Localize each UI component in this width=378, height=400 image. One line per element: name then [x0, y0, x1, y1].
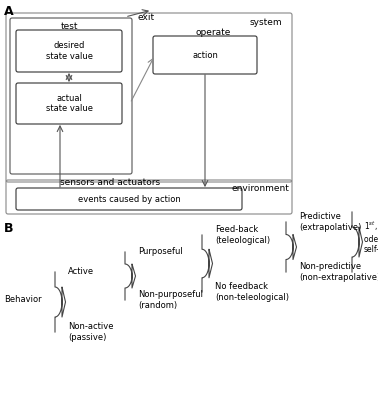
Text: B: B [4, 222, 14, 235]
Text: Behavior: Behavior [4, 296, 42, 304]
Text: No feedback
(non-teleological): No feedback (non-teleological) [215, 282, 289, 302]
Text: sensors and actuators: sensors and actuators [60, 178, 160, 187]
Text: desired
state value: desired state value [45, 41, 93, 61]
Text: Predictive
(extrapolative): Predictive (extrapolative) [299, 212, 361, 232]
Text: operate: operate [195, 28, 230, 37]
Text: A: A [4, 5, 14, 18]
Text: Active: Active [68, 268, 94, 276]
Text: Purposeful: Purposeful [138, 248, 183, 256]
Text: events caused by action: events caused by action [77, 194, 180, 204]
Text: environment: environment [232, 184, 290, 193]
Text: exit: exit [138, 13, 155, 22]
Text: system: system [250, 18, 283, 27]
Text: Non-predictive
(non-extrapolative): Non-predictive (non-extrapolative) [299, 262, 378, 282]
Text: actual
state value: actual state value [45, 94, 93, 113]
Text: action: action [192, 50, 218, 60]
Text: test: test [61, 22, 79, 31]
Text: Non-active
(passive): Non-active (passive) [68, 322, 113, 342]
Text: Feed-back
(teleological): Feed-back (teleological) [215, 225, 270, 245]
Text: 1$^{st}$, 2$^{nd}$, etc.
oder of prediction,
self-reference: 1$^{st}$, 2$^{nd}$, etc. oder of predict… [364, 220, 378, 254]
Text: Non-purposeful
(random): Non-purposeful (random) [138, 290, 203, 310]
